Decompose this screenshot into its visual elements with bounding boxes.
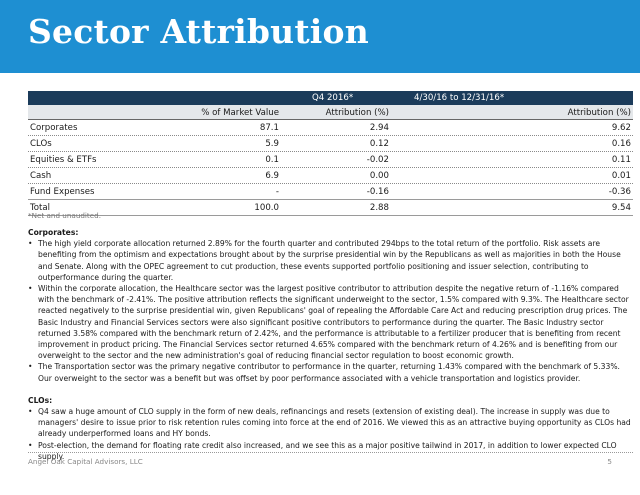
table-header-band: Q4 2016* 4/30/16 to 12/31/16* bbox=[28, 91, 633, 105]
header-period: 4/30/16 to 12/31/16* bbox=[414, 93, 505, 103]
row-market-value: - bbox=[275, 187, 279, 197]
row-ytd: 0.16 bbox=[611, 139, 631, 149]
row-market-value: 0.1 bbox=[265, 155, 279, 165]
row-q4: -0.02 bbox=[366, 155, 389, 165]
table-row: CLOs 5.9 0.12 0.16 bbox=[28, 136, 633, 152]
list-item: Q4 saw a huge amount of CLO supply in th… bbox=[28, 406, 633, 440]
row-market-value: 5.9 bbox=[265, 139, 279, 149]
row-name: Equities & ETFs bbox=[30, 155, 97, 165]
table-footnote: *Net and unaudited. bbox=[28, 211, 102, 220]
footer-company: Angel Oak Capital Advisors, LLC bbox=[28, 457, 143, 466]
row-market-value: 87.1 bbox=[259, 123, 279, 133]
commentary: Corporates: The high yield corporate all… bbox=[28, 227, 633, 462]
row-q4: -0.16 bbox=[366, 187, 389, 197]
row-name: Corporates bbox=[30, 123, 78, 133]
col-q4-attribution: Attribution (%) bbox=[325, 108, 389, 118]
col-market-value: % of Market Value bbox=[201, 108, 279, 118]
total-q4: 2.88 bbox=[369, 203, 389, 213]
table-row: Fund Expenses - -0.16 -0.36 bbox=[28, 184, 633, 200]
header-q4: Q4 2016* bbox=[312, 93, 354, 103]
table-total-row: Total 100.0 2.88 9.54 bbox=[28, 200, 633, 216]
corporates-bullets: The high yield corporate allocation retu… bbox=[28, 238, 633, 384]
row-ytd: -0.36 bbox=[608, 187, 631, 197]
footer-divider bbox=[28, 452, 633, 453]
row-name: Fund Expenses bbox=[30, 187, 95, 197]
table-subheader: % of Market Value Attribution (%) Attrib… bbox=[28, 105, 633, 120]
list-item: The Transportation sector was the primar… bbox=[28, 361, 633, 383]
clos-bullets: Q4 saw a huge amount of CLO supply in th… bbox=[28, 406, 633, 462]
row-name: CLOs bbox=[30, 139, 52, 149]
row-q4: 0.00 bbox=[369, 171, 389, 181]
list-item: Post-election, the demand for floating r… bbox=[28, 440, 633, 462]
page-title: Sector Attribution bbox=[28, 12, 369, 51]
title-banner: Sector Attribution bbox=[0, 0, 640, 73]
row-ytd: 0.01 bbox=[611, 171, 631, 181]
section-title-corporates: Corporates: bbox=[28, 228, 79, 237]
row-q4: 0.12 bbox=[369, 139, 389, 149]
col-ytd-attribution: Attribution (%) bbox=[567, 108, 631, 118]
page-number: 5 bbox=[607, 457, 612, 466]
row-q4: 2.94 bbox=[369, 123, 389, 133]
attribution-table: Q4 2016* 4/30/16 to 12/31/16* % of Marke… bbox=[28, 91, 633, 216]
section-title-clos: CLOs: bbox=[28, 395, 53, 405]
list-item: The high yield corporate allocation retu… bbox=[28, 238, 633, 283]
row-name: Cash bbox=[30, 171, 52, 181]
total-name: Total bbox=[30, 203, 51, 213]
row-ytd: 9.62 bbox=[611, 123, 631, 133]
total-market-value: 100.0 bbox=[254, 203, 279, 213]
list-item: Within the corporate allocation, the Hea… bbox=[28, 283, 633, 361]
table-row: Corporates 87.1 2.94 9.62 bbox=[28, 120, 633, 136]
table-row: Equities & ETFs 0.1 -0.02 0.11 bbox=[28, 152, 633, 168]
table-row: Cash 6.9 0.00 0.01 bbox=[28, 168, 633, 184]
row-market-value: 6.9 bbox=[265, 171, 279, 181]
total-ytd: 9.54 bbox=[611, 203, 631, 213]
row-ytd: 0.11 bbox=[611, 155, 631, 165]
